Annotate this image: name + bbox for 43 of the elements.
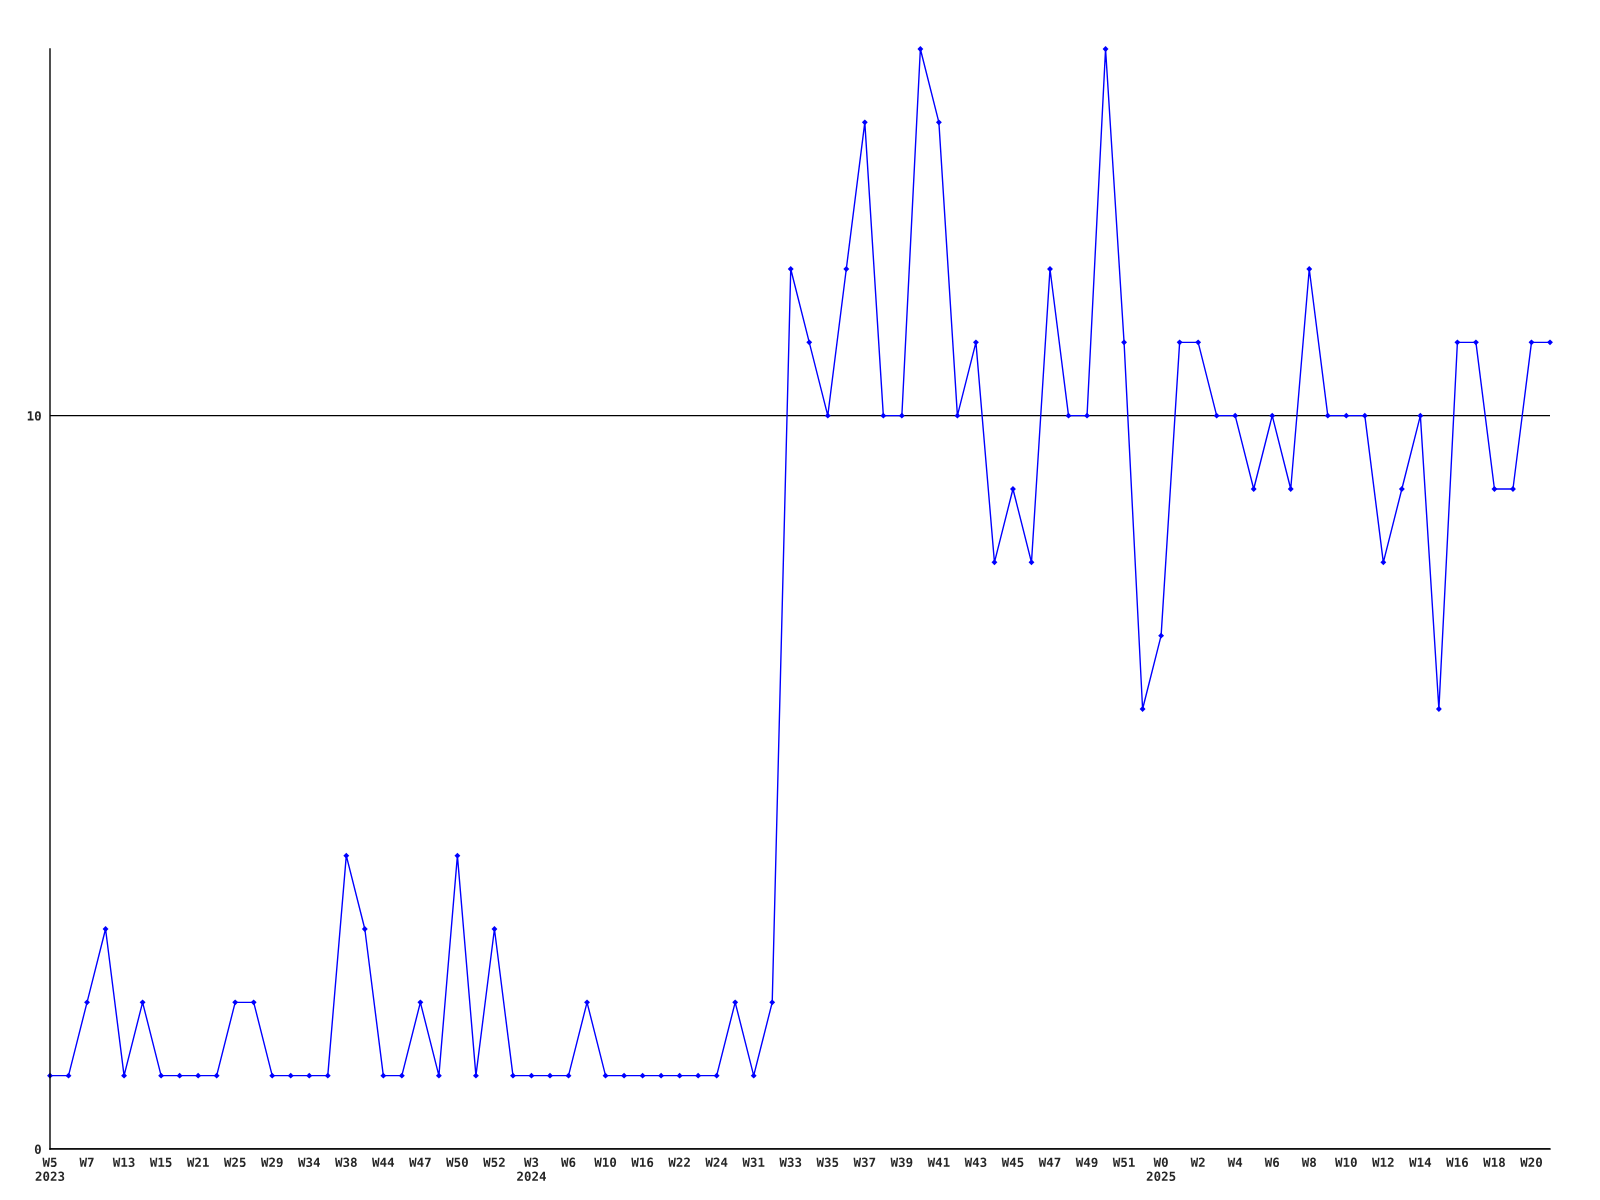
x-tick-label: W49: [1075, 1157, 1098, 1168]
x-tick-label: W18: [1483, 1157, 1505, 1168]
x-tick-label: W7: [79, 1157, 94, 1167]
y-tick-label: 10: [27, 411, 41, 421]
x-tick-label: W43: [964, 1157, 987, 1168]
x-tick-label: W52: [483, 1157, 505, 1168]
x-tick-label: W50: [446, 1157, 468, 1168]
x-tick-label: W44: [372, 1157, 395, 1167]
x-tick-label: W5 2023: [35, 1157, 65, 1182]
x-tick-label: W51: [1112, 1157, 1135, 1168]
x-tick-label: W35: [816, 1157, 839, 1168]
x-tick-label: W13: [112, 1157, 135, 1168]
x-tick-label: W10: [594, 1157, 617, 1168]
x-tick-label: W47: [1038, 1157, 1061, 1167]
x-tick-label: W37: [853, 1157, 876, 1168]
x-tick-label: W6: [560, 1157, 576, 1168]
x-tick-label: W3 2024: [517, 1157, 546, 1182]
x-tick-label: W4: [1227, 1157, 1243, 1167]
x-tick-label: W29: [260, 1157, 283, 1168]
x-tick-label: W0 2025: [1146, 1157, 1176, 1182]
x-tick-label: W41: [927, 1157, 950, 1167]
x-tick-label: W31: [742, 1157, 765, 1168]
x-tick-label: W33: [779, 1157, 802, 1168]
x-tick-label: W12: [1372, 1157, 1394, 1167]
y-tick-label: 0: [34, 1144, 41, 1154]
x-tick-label: W10: [1335, 1157, 1357, 1168]
x-tick-label: W21: [186, 1157, 209, 1167]
x-tick-label: W24: [705, 1157, 728, 1167]
x-tick-label: W39: [890, 1157, 913, 1168]
x-tick-label: W47: [409, 1157, 431, 1167]
x-tick-label: W20: [1520, 1157, 1543, 1168]
x-tick-label: W15: [149, 1157, 172, 1168]
x-tick-label: W34: [297, 1157, 320, 1168]
x-tick-label: W6: [1264, 1157, 1280, 1168]
x-tick-label: W14: [1409, 1157, 1432, 1167]
x-tick-label: W16: [1446, 1157, 1469, 1168]
x-tick-label: W8: [1301, 1157, 1316, 1168]
x-tick-label: W25: [223, 1157, 246, 1168]
x-tick-label: W38: [335, 1157, 357, 1168]
x-tick-label: W16: [631, 1157, 654, 1168]
x-tick-label: W22: [668, 1157, 690, 1167]
x-tick-label: W45: [1001, 1157, 1024, 1168]
x-tick-label: W2: [1190, 1157, 1205, 1167]
